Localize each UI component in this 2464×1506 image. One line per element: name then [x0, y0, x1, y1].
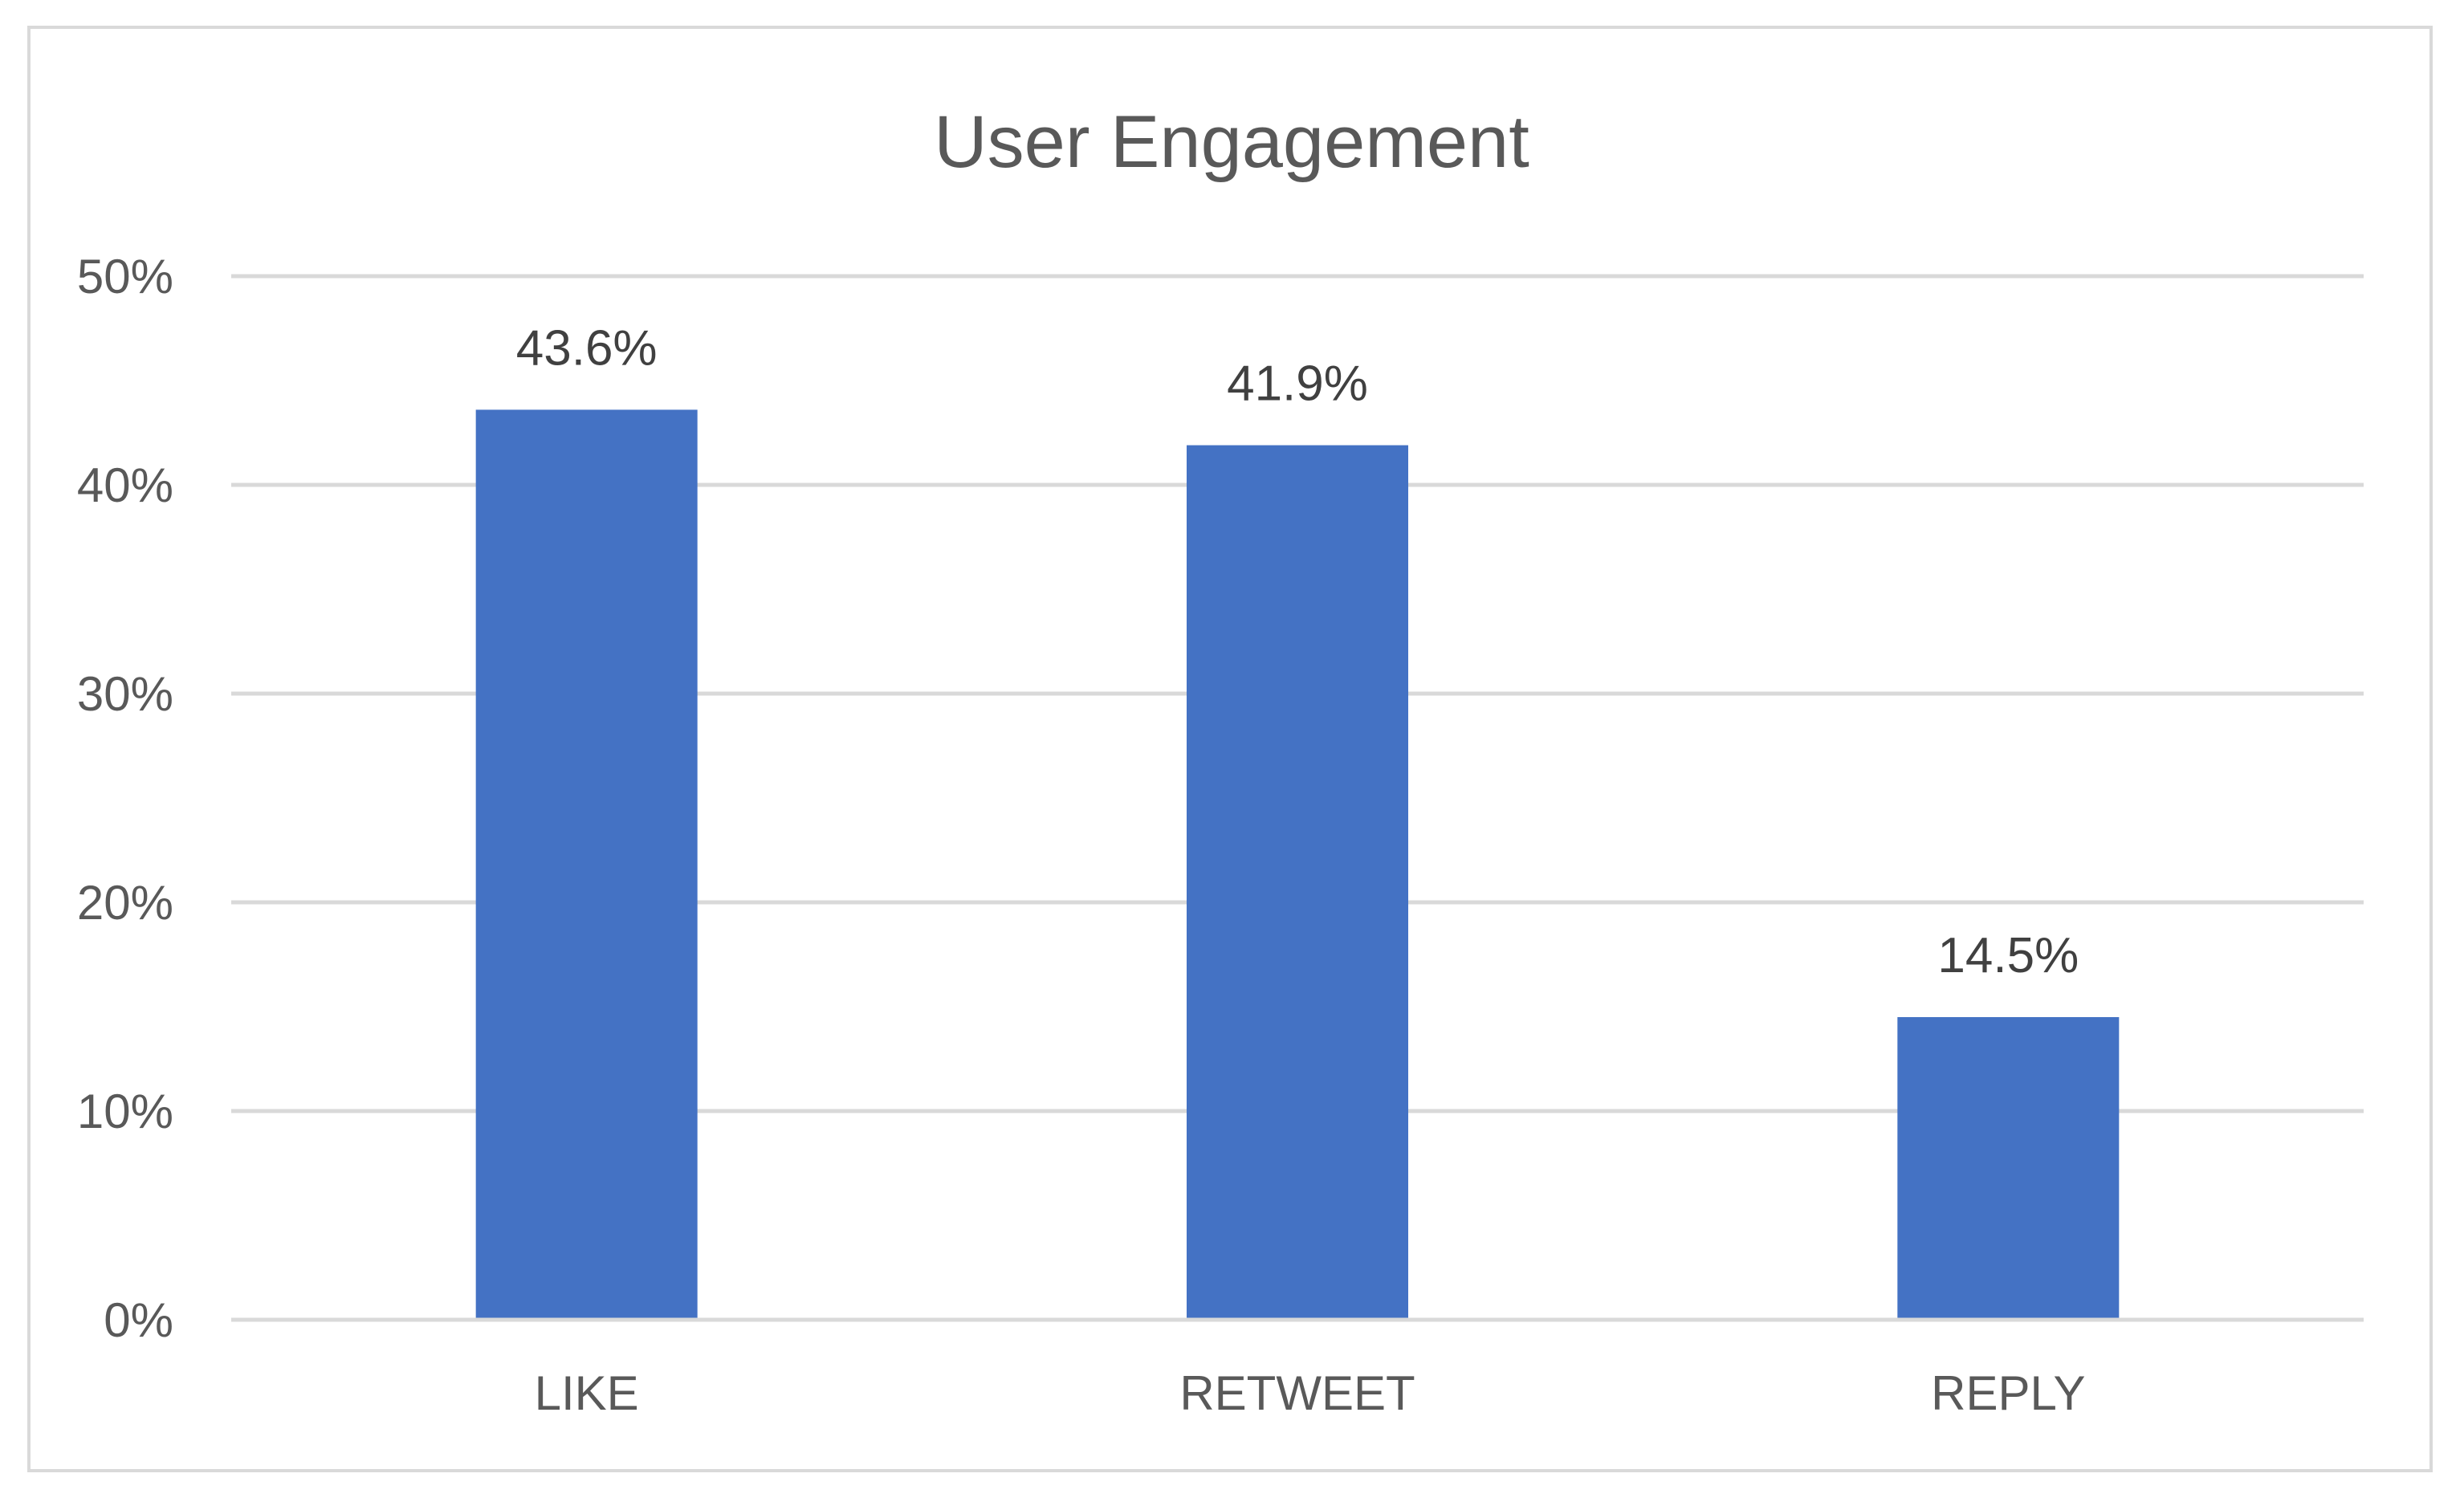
data-labels: 43.6% 41.9% 14.5% — [516, 320, 2079, 983]
x-axis-category-labels: LIKE RETWEET REPLY — [535, 1366, 2086, 1420]
data-label-like: 43.6% — [516, 320, 658, 376]
category-label-reply: REPLY — [1931, 1366, 2085, 1420]
bars — [475, 409, 2120, 1320]
bar-like — [475, 409, 698, 1320]
y-axis-tick-labels: 0% 10% 20% 30% 40% 50% — [77, 250, 173, 1347]
data-label-reply: 14.5% — [1937, 928, 2079, 983]
y-tick-label: 20% — [77, 876, 173, 930]
y-tick-label: 40% — [77, 458, 173, 512]
y-tick-label: 0% — [104, 1293, 173, 1347]
y-tick-label: 10% — [77, 1085, 173, 1138]
chart-title: User Engagement — [934, 101, 1529, 183]
data-label-retweet: 41.9% — [1227, 356, 1368, 412]
category-label-like: LIKE — [535, 1366, 639, 1420]
bar-retweet — [1187, 445, 1408, 1320]
y-tick-label: 30% — [77, 667, 173, 721]
bar-reply — [1897, 1017, 2120, 1320]
y-tick-label: 50% — [77, 250, 173, 303]
category-label-retweet: RETWEET — [1179, 1366, 1415, 1420]
